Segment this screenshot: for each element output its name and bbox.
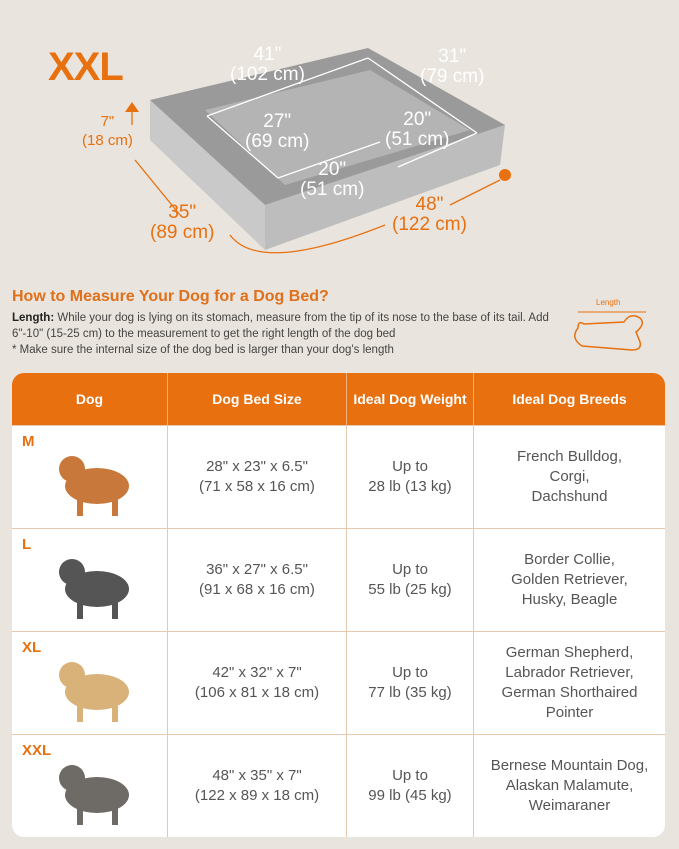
measure-title: How to Measure Your Dog for a Dog Bed? (12, 288, 329, 305)
dog-cell: XL (12, 631, 168, 734)
size-label: L (22, 536, 32, 553)
bed-size-cell: 36" x 27" x 6.5" (91 x 68 x 16 cm) (168, 528, 347, 631)
dog-photo (59, 662, 129, 722)
dog-length-icon: Length (568, 298, 658, 358)
size-title: XXL (48, 45, 124, 89)
dog-cell: M (12, 425, 168, 528)
table-row: L 36" x 27" x 6.5" (91 x 68 x 16 cm) Up t… (12, 528, 665, 631)
header-bed-size: Dog Bed Size (168, 373, 347, 425)
dog-photo (59, 765, 129, 825)
dog-photo (59, 456, 129, 516)
dog-bed-illustration (125, 48, 511, 254)
table-row: XXL 48" x 35" x 7" (122 x 89 x 18 cm) Up … (12, 734, 665, 837)
bed-size-cell: 42" x 32" x 7" (106 x 81 x 18 cm) (168, 631, 347, 734)
breeds-cell: Bernese Mountain Dog, Alaskan Malamute, We… (474, 734, 665, 837)
table-row: M 28" x 23" x 6.5" (71 x 58 x 16 cm) Up t… (12, 425, 665, 528)
size-label: XL (22, 639, 42, 656)
bed-size-cell: 28" x 23" x 6.5" (71 x 58 x 16 cm) (168, 425, 347, 528)
dog-photo (59, 559, 129, 619)
weight-cell: Up to 99 lb (45 kg) (347, 734, 474, 837)
dog-cell: L (12, 528, 168, 631)
breeds-cell: German Shepherd, Labrador Retriever, Germa… (474, 631, 665, 734)
measure-description: Length: While your dog is lying on its s… (12, 312, 549, 356)
breeds-cell: French Bulldog, Corgi, Dachshund (474, 425, 665, 528)
dog-cell: XXL (12, 734, 168, 837)
measure-note: * Make sure the internal size of the dog… (12, 344, 394, 356)
size-table: Dog Dog Bed Size Ideal Dog Weight Ideal … (12, 373, 665, 837)
size-label: M (22, 433, 35, 450)
bed-size-cell: 48" x 35" x 7" (122 x 89 x 18 cm) (168, 734, 347, 837)
size-label: XXL (22, 742, 52, 759)
weight-cell: Up to 55 lb (25 kg) (347, 528, 474, 631)
breeds-cell: Border Collie, Golden Retriever, Husky, Be… (474, 528, 665, 631)
weight-cell: Up to 28 lb (13 kg) (347, 425, 474, 528)
header-dog: Dog (12, 373, 168, 425)
weight-cell: Up to 77 lb (35 kg) (347, 631, 474, 734)
header-breeds: Ideal Dog Breeds (474, 373, 665, 425)
header-weight: Ideal Dog Weight (347, 373, 474, 425)
table-row: XL 42" x 32" x 7" (106 x 81 x 18 cm) Up t… (12, 631, 665, 734)
